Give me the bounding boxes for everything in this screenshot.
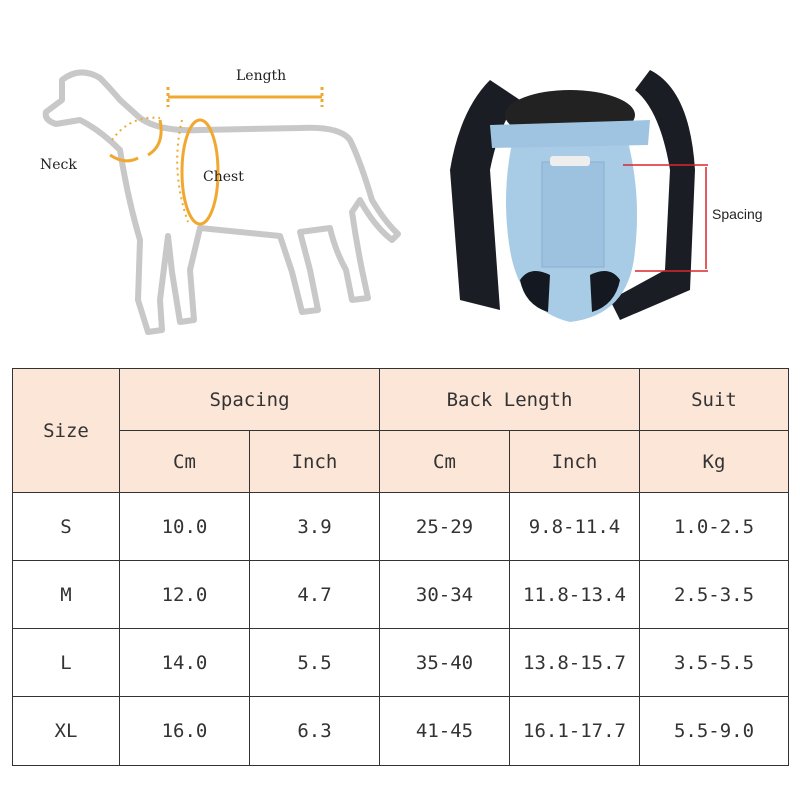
table-cell: 4.7	[249, 560, 380, 629]
unit-header: Cm	[379, 430, 510, 493]
size-cell: XL	[12, 696, 120, 766]
table-cell: 25-29	[379, 492, 510, 561]
unit-header: Inch	[249, 430, 380, 493]
table-cell: 41-45	[379, 696, 510, 766]
size-cell: M	[12, 560, 120, 629]
back-length-header: Back Length	[379, 368, 640, 431]
length-label: Length	[236, 68, 287, 84]
table-cell: 16.1-17.7	[509, 696, 640, 766]
table-cell: 30-34	[379, 560, 510, 629]
unit-header: Kg	[639, 430, 789, 493]
table-cell: 14.0	[119, 628, 250, 697]
suit-header: Suit	[639, 368, 789, 431]
table-cell: 13.8-15.7	[509, 628, 640, 697]
carrier-backpack-image	[450, 70, 708, 322]
measure-marks	[109, 87, 324, 226]
table-cell: 1.0-2.5	[639, 492, 789, 561]
table-cell: 10.0	[119, 492, 250, 561]
dog-measurement-diagram	[42, 69, 401, 335]
table-cell: 3.5-5.5	[639, 628, 789, 697]
table-cell: 5.5-9.0	[639, 696, 789, 766]
table-cell: 6.3	[249, 696, 380, 766]
table-row: XL 16.0 6.3 41-45 16.1-17.7 5.5-9.0	[12, 696, 789, 766]
table-row: M 12.0 4.7 30-34 11.8-13.4 2.5-3.5	[12, 560, 789, 629]
table-cell: 3.9	[249, 492, 380, 561]
unit-header: Cm	[119, 430, 250, 493]
table-row: S 10.0 3.9 25-29 9.8-11.4 1.0-2.5	[12, 492, 789, 561]
table-cell: 11.8-13.4	[509, 560, 640, 629]
chest-label: Chest	[203, 169, 244, 185]
neck-label: Neck	[40, 157, 77, 173]
spacing-header: Spacing	[119, 368, 380, 431]
size-cell: S	[12, 492, 120, 561]
spacing-annotation: Spacing	[712, 206, 763, 222]
size-header: Size	[12, 368, 120, 493]
unit-header: Inch	[509, 430, 640, 493]
table-cell: 35-40	[379, 628, 510, 697]
size-cell: L	[12, 628, 120, 697]
dog-silhouette	[42, 69, 401, 335]
table-cell: 12.0	[119, 560, 250, 629]
table-row: L 14.0 5.5 35-40 13.8-15.7 3.5-5.5	[12, 628, 789, 697]
size-table: Size Spacing Back Length Suit Cm Inch Cm…	[12, 368, 789, 766]
table-cell: 5.5	[249, 628, 380, 697]
table-cell: 16.0	[119, 696, 250, 766]
table-cell: 2.5-3.5	[639, 560, 789, 629]
table-cell: 9.8-11.4	[509, 492, 640, 561]
